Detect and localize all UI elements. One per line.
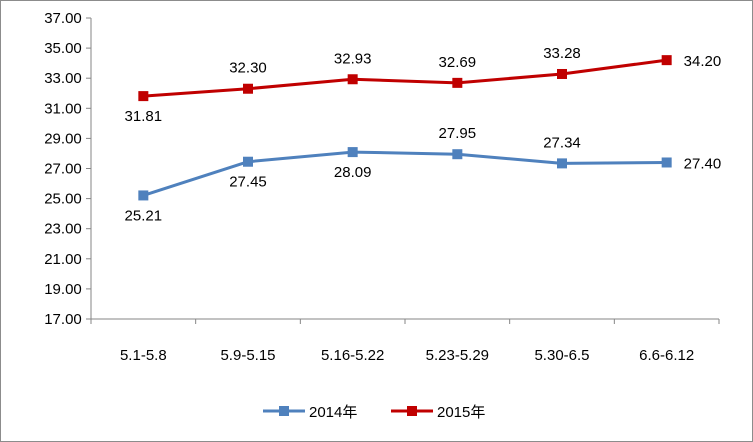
x-tick-label: 5.16-5.22 [321,347,384,364]
y-tick-label: 27.00 [44,161,82,178]
data-label: 27.95 [439,125,477,142]
y-tick-label: 17.00 [44,311,82,328]
x-tick-label: 5.1-5.8 [120,347,167,364]
x-tick-label: 5.9-5.15 [220,347,275,364]
legend-item-1: 2014年 [263,404,357,421]
axis-layer: 17.00 19.00 21.00 23.00 25.00 27.00 29.00 31.00… [44,10,720,364]
data-label: 33.28 [543,45,581,62]
data-label: 34.20 [684,53,722,70]
y-tick-label: 35.00 [44,40,82,57]
data-label: 31.81 [125,108,163,125]
data-point [557,158,567,169]
legend-label: 2014年 [309,404,357,421]
series-layer [138,55,672,201]
y-tick-label: 19.00 [44,281,82,298]
legend-label: 2015年 [437,404,485,421]
y-tick-label: 21.00 [44,251,82,268]
data-point [347,147,358,158]
data-label: 25.21 [125,207,163,224]
data-point [452,149,463,160]
y-tick-label: 23.00 [44,221,82,238]
series-line-2 [143,58,667,98]
legend: 2014年 2015年 [263,404,485,421]
legend-marker [279,406,289,416]
data-label: 32.69 [439,54,477,71]
y-tick-label: 37.00 [44,10,82,27]
x-tick-label: 5.30-6.5 [534,347,589,364]
y-tick-label: 31.00 [44,100,82,117]
data-label: 27.34 [543,134,581,151]
y-tick-label: 33.00 [44,70,82,87]
data-point [557,68,567,79]
data-point [661,55,672,66]
x-tick-label: 6.6-6.12 [639,347,694,364]
data-point [661,157,672,168]
data-point [243,83,253,94]
data-label: 28.09 [334,164,372,181]
series-line-1 [142,150,667,197]
x-tick-label: 5.23-5.29 [426,347,489,364]
data-label: 32.30 [229,60,267,77]
data-point [138,190,149,201]
data-point [452,77,463,88]
legend-marker [407,406,417,416]
data-label-layer: 25.21 27.45 28.09 27.95 27.34 27.40 31.81 32.30… [125,45,722,224]
legend-item-2: 2015年 [391,404,485,421]
data-label: 27.45 [229,174,267,191]
data-label: 32.93 [334,50,372,67]
data-label: 27.40 [684,155,722,172]
data-point [347,74,358,85]
y-tick-label: 29.00 [44,130,82,147]
y-tick-label: 25.00 [44,191,82,208]
data-point [138,91,149,102]
data-point [243,156,253,167]
